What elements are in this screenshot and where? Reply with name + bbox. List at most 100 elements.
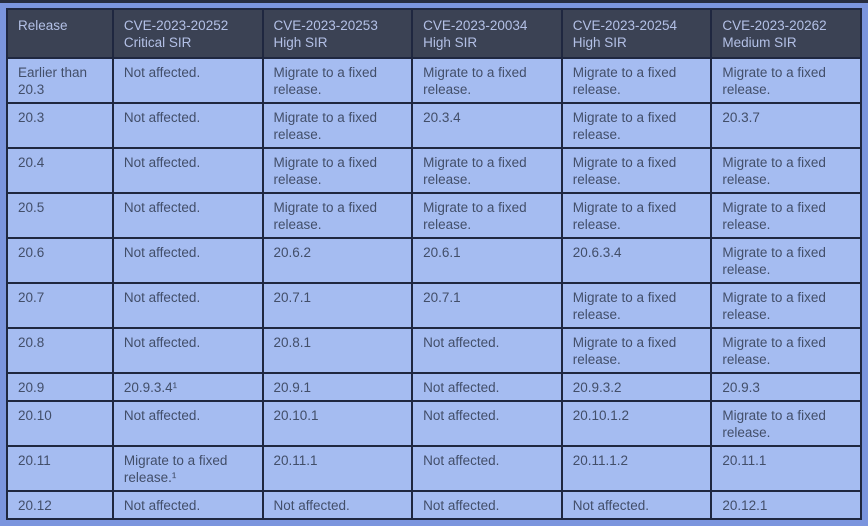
column-title: CVE-2023-20262	[722, 18, 827, 33]
header-cell-release: Release	[6, 8, 114, 59]
fixed-release-cell: 20.8.1	[261, 327, 414, 374]
table-row: 20.12 Not affected. Not affected. Not affec…	[6, 490, 862, 520]
fixed-release-cell: Migrate to a fixed release.	[710, 57, 862, 104]
release-cell: 20.3	[6, 102, 114, 149]
fixed-release-cell: 20.11.1	[261, 445, 414, 492]
column-title: Release	[18, 18, 68, 33]
fixed-release-cell: Migrate to a fixed release.	[411, 147, 563, 194]
fixed-release-cell: Migrate to a fixed release.	[560, 327, 713, 374]
fixed-release-cell: 20.10.1.2	[560, 400, 713, 447]
fixed-release-cell: Not affected.	[411, 327, 563, 374]
release-cell: 20.4	[6, 147, 114, 194]
fixed-release-cell: 20.3.4	[411, 102, 563, 149]
release-cell: 20.11	[6, 445, 114, 492]
fixed-release-cell: Migrate to a fixed release.	[261, 147, 414, 194]
fixed-release-cell: 20.6.2	[261, 237, 414, 284]
table-row: 20.6 Not affected. 20.6.2 20.6.1 20.6.3.4 Mig…	[6, 237, 862, 284]
table-row: 20.3 Not affected. Migrate to a fixed rele…	[6, 102, 862, 149]
column-sir-label: Medium SIR	[722, 35, 797, 50]
fixed-release-cell: Migrate to a fixed release.¹	[111, 445, 264, 492]
fixed-release-cell: 20.3.7	[710, 102, 862, 149]
fixed-release-cell: Not affected.	[111, 237, 264, 284]
table-row: 20.5 Not affected. Migrate to a fixed rele…	[6, 192, 862, 239]
release-cell: 20.12	[6, 490, 114, 520]
fixed-release-cell: Migrate to a fixed release.	[560, 102, 713, 149]
table-row: 20.8 Not affected. 20.8.1 Not affected. Migr…	[6, 327, 862, 374]
fixed-release-cell: Migrate to a fixed release.	[710, 400, 862, 447]
fixed-release-cell: Not affected.	[111, 102, 264, 149]
table-row: Earlier than 20.3 Not affected. Migrate to…	[6, 57, 862, 104]
release-cell: 20.5	[6, 192, 114, 239]
fixed-release-cell: Not affected.	[111, 147, 264, 194]
column-sir-label: High SIR	[572, 35, 627, 50]
fixed-release-cell: Not affected.	[111, 192, 264, 239]
column-title: CVE-2023-20034	[423, 18, 528, 33]
table-row: 20.11 Migrate to a fixed release.¹ 20.11.1…	[6, 445, 862, 492]
header-cell-cve-20262: CVE-2023-20262 Medium SIR	[710, 8, 862, 59]
fixed-release-table: Release CVE-2023-20252 Critical SIR CVE-…	[6, 8, 862, 520]
table-row: 20.9 20.9.3.4¹ 20.9.1 Not affected. 20.9.3.2…	[6, 372, 862, 402]
fixed-release-cell: Migrate to a fixed release.	[560, 57, 713, 104]
fixed-release-cell: 20.9.3.2	[560, 372, 713, 402]
column-title: CVE-2023-20253	[273, 18, 378, 33]
header-cell-cve-20034: CVE-2023-20034 High SIR	[411, 8, 563, 59]
fixed-release-cell: Migrate to a fixed release.	[261, 57, 414, 104]
fixed-release-cell: Migrate to a fixed release.	[710, 192, 862, 239]
header-cell-cve-20254: CVE-2023-20254 High SIR	[560, 8, 713, 59]
fixed-release-cell: Migrate to a fixed release.	[261, 192, 414, 239]
fixed-release-cell: 20.11.1.2	[560, 445, 713, 492]
fixed-release-cell: Migrate to a fixed release.	[710, 147, 862, 194]
fixed-release-cell: 20.7.1	[261, 282, 414, 329]
column-sir-label: High SIR	[273, 35, 328, 50]
top-divider-strip	[0, 0, 868, 3]
fixed-release-cell: Not affected.	[111, 327, 264, 374]
fixed-release-cell: Migrate to a fixed release.	[411, 57, 563, 104]
fixed-release-cell: Migrate to a fixed release.	[560, 192, 713, 239]
header-row: Release CVE-2023-20252 Critical SIR CVE-…	[6, 8, 862, 59]
column-title: CVE-2023-20252	[123, 18, 229, 33]
table-row: 20.4 Not affected. Migrate to a fixed rele…	[6, 147, 862, 194]
release-cell: 20.7	[6, 282, 114, 329]
table-row: 20.10 Not affected. 20.10.1 Not affected. 20…	[6, 400, 862, 447]
fixed-release-cell: Not affected.	[111, 400, 264, 447]
fixed-release-cell: Not affected.	[111, 490, 264, 520]
release-cell: 20.10	[6, 400, 114, 447]
fixed-release-cell: Migrate to a fixed release.	[261, 102, 414, 149]
fixed-release-cell: Not affected.	[111, 57, 264, 104]
fixed-release-cell: Not affected.	[560, 490, 713, 520]
release-cell: Earlier than 20.3	[6, 57, 114, 104]
fixed-release-cell: Not affected.	[111, 282, 264, 329]
fixed-release-cell: 20.9.1	[261, 372, 414, 402]
fixed-release-cell: 20.6.3.4	[560, 237, 713, 284]
fixed-release-cell: 20.10.1	[261, 400, 414, 447]
fixed-release-cell: Not affected.	[261, 490, 414, 520]
column-title: CVE-2023-20254	[572, 18, 678, 33]
table-header: Release CVE-2023-20252 Critical SIR CVE-…	[6, 8, 862, 59]
fixed-release-cell: Migrate to a fixed release.	[560, 282, 713, 329]
column-sir-label: High SIR	[423, 35, 478, 50]
table-body: Earlier than 20.3 Not affected. Migrate to…	[6, 57, 862, 520]
fixed-release-cell: Migrate to a fixed release.	[411, 192, 563, 239]
fixed-release-cell: 20.6.1	[411, 237, 563, 284]
fixed-release-cell: 20.7.1	[411, 282, 563, 329]
fixed-release-cell: Migrate to a fixed release.	[710, 282, 862, 329]
fixed-release-cell: Migrate to a fixed release.	[710, 237, 862, 284]
fixed-release-table-container: Release CVE-2023-20252 Critical SIR CVE-…	[6, 8, 862, 520]
release-cell: 20.8	[6, 327, 114, 374]
fixed-release-cell: 20.11.1	[710, 445, 862, 492]
header-cell-cve-20253: CVE-2023-20253 High SIR	[261, 8, 414, 59]
fixed-release-cell: Not affected.	[411, 445, 563, 492]
fixed-release-cell: 20.9.3	[710, 372, 862, 402]
column-sir-label: Critical SIR	[123, 35, 192, 50]
fixed-release-cell: 20.12.1	[710, 490, 862, 520]
release-cell: 20.6	[6, 237, 114, 284]
fixed-release-cell: Not affected.	[411, 372, 563, 402]
fixed-release-cell: Not affected.	[411, 400, 563, 447]
fixed-release-cell: Migrate to a fixed release.	[560, 147, 713, 194]
header-cell-cve-20252: CVE-2023-20252 Critical SIR	[111, 8, 264, 59]
fixed-release-cell: Migrate to a fixed release.	[710, 327, 862, 374]
release-cell: 20.9	[6, 372, 114, 402]
fixed-release-cell: 20.9.3.4¹	[111, 372, 264, 402]
table-row: 20.7 Not affected. 20.7.1 20.7.1 Migrate to …	[6, 282, 862, 329]
fixed-release-cell: Not affected.	[411, 490, 563, 520]
